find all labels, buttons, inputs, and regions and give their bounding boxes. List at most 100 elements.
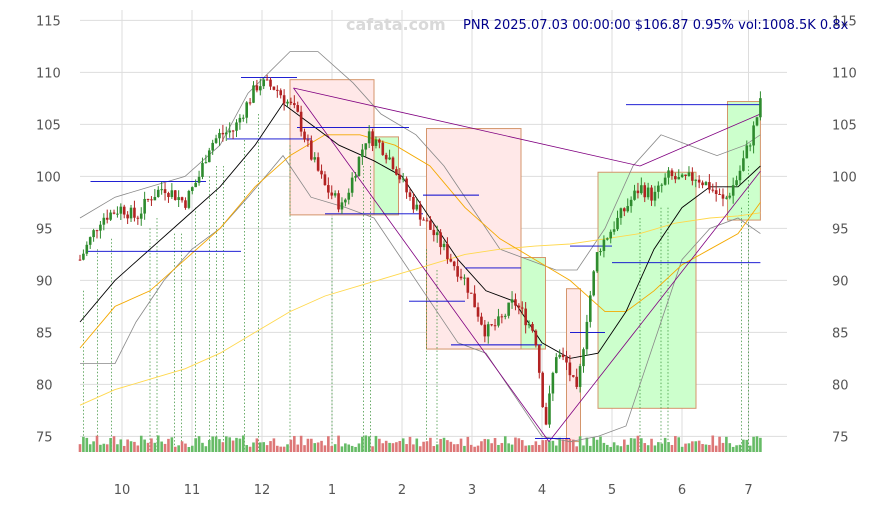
candle-body	[197, 176, 201, 183]
y-tick-label: 95	[832, 222, 849, 237]
candle-body	[748, 145, 752, 147]
candle-body	[180, 197, 184, 201]
volume-bar	[184, 443, 187, 452]
candle-body	[224, 132, 228, 135]
volume-bar	[554, 445, 558, 452]
volume-bar	[670, 445, 674, 452]
volume-bar	[313, 443, 317, 452]
candle-body	[170, 190, 174, 198]
candle-body	[718, 194, 721, 196]
candle-body	[344, 199, 347, 203]
candle-body	[694, 179, 698, 181]
y-tick-label: 85	[36, 326, 53, 341]
volume-bar	[361, 436, 364, 452]
candle-body	[293, 103, 296, 106]
candle-body	[575, 376, 578, 387]
volume-bar	[160, 441, 163, 452]
candle-body	[95, 230, 99, 232]
volume-bar	[497, 444, 500, 452]
volume-bar	[619, 446, 623, 452]
candle-body	[119, 206, 123, 214]
volume-bar	[374, 435, 378, 452]
range-box-up	[520, 257, 546, 350]
candle-body	[245, 102, 248, 118]
volume-bar	[585, 437, 589, 452]
candle-body	[333, 193, 337, 196]
candle-body	[571, 375, 575, 377]
level-lines	[87, 77, 761, 439]
y-tick-label: 115	[832, 14, 857, 29]
candle-body	[367, 131, 371, 144]
y-tick-label: 105	[832, 118, 857, 133]
volume-bar	[357, 443, 361, 452]
candle-body	[653, 191, 657, 201]
volume-bar	[252, 442, 255, 452]
candle-body	[633, 190, 636, 200]
volume-bar	[752, 436, 755, 452]
volume-bar	[592, 437, 596, 452]
volume-bar	[514, 437, 517, 452]
volume-bar	[480, 441, 483, 452]
volume-bar	[429, 437, 432, 452]
candle-body	[623, 208, 626, 212]
candle-body	[742, 158, 745, 171]
candle-body	[221, 132, 225, 135]
candle-body	[405, 178, 408, 193]
candle-body	[194, 182, 197, 188]
candle-body	[150, 199, 153, 201]
candle-body	[616, 217, 619, 230]
candle-body	[391, 157, 395, 170]
candle-body	[320, 170, 323, 175]
volume-bar	[657, 442, 660, 452]
volume-bar	[150, 438, 153, 452]
candle-body	[241, 117, 245, 119]
range-box-up	[597, 171, 697, 409]
candle-body	[667, 170, 670, 178]
candle-body	[537, 345, 541, 373]
candle-body	[449, 259, 453, 262]
volume-bar	[667, 442, 670, 452]
candle-body	[167, 193, 170, 198]
volume-bar	[425, 441, 429, 452]
candle-body	[480, 316, 483, 325]
volume-bar	[316, 442, 320, 452]
volume-bar	[442, 437, 446, 452]
candle-body	[626, 206, 630, 212]
x-tick-label: 3	[468, 483, 476, 498]
volume-bar	[493, 438, 497, 452]
candle-body	[602, 239, 606, 252]
volume-bar	[272, 438, 276, 452]
candle-body	[361, 149, 364, 157]
candle-body	[640, 185, 643, 194]
candle-body	[636, 190, 640, 194]
volume-bar	[432, 446, 436, 452]
volume-bar	[568, 438, 572, 452]
signal-lines	[83, 114, 749, 452]
volume-bar	[714, 445, 718, 452]
candle-body	[578, 366, 582, 387]
volume-bar	[663, 437, 667, 452]
volume-bar	[759, 437, 762, 452]
candle-body	[452, 261, 456, 267]
volume-bar	[565, 438, 568, 452]
volume-bar	[235, 437, 238, 452]
volume-bar	[548, 441, 551, 452]
volume-bar	[177, 445, 180, 452]
volume-bar	[231, 440, 235, 452]
candle-body	[619, 208, 623, 218]
volume-bar	[378, 438, 381, 452]
volume-bar	[415, 438, 419, 452]
volume-bar	[500, 443, 504, 452]
volume-bar	[330, 446, 334, 452]
candle-body	[316, 157, 320, 171]
candle-body	[558, 354, 561, 358]
candle-body	[109, 212, 112, 220]
volume-bar	[602, 442, 606, 452]
candle-body	[517, 305, 521, 308]
candle-body	[463, 277, 466, 279]
y-tick-label: 110	[36, 66, 61, 81]
range-box-down	[426, 128, 522, 350]
candle-body	[531, 324, 534, 331]
y-tick-label: 85	[832, 326, 849, 341]
candle-body	[255, 85, 259, 91]
